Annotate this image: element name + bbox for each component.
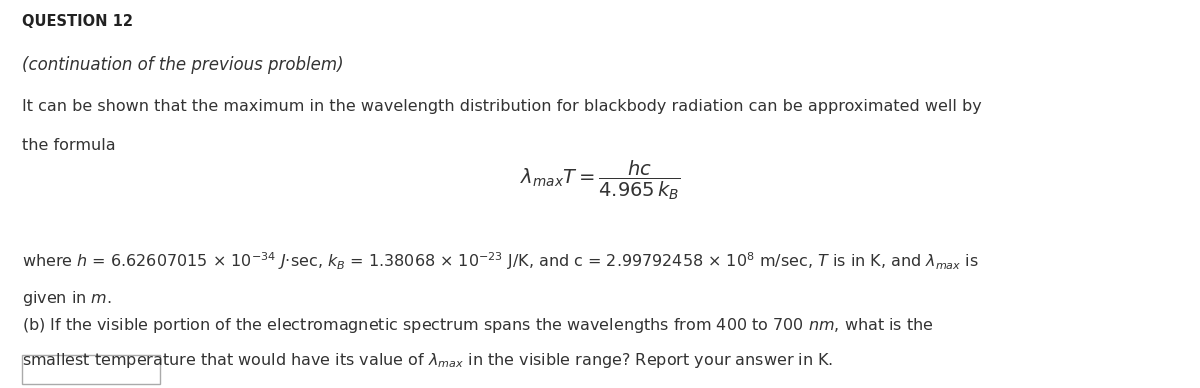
Text: smallest temperature that would have its value of $\lambda_{max}$ in the visible: smallest temperature that would have its…	[22, 351, 833, 370]
Text: (b) If the visible portion of the electromagnetic spectrum spans the wavelengths: (b) If the visible portion of the electr…	[22, 316, 934, 335]
Text: where $h$ = 6.62607015 × 10$^{-34}$ $J$$\cdot$sec, $k_B$ = 1.38068 × 10$^{-23}$ : where $h$ = 6.62607015 × 10$^{-34}$ $J$$…	[22, 250, 978, 272]
Text: given in $m$.: given in $m$.	[22, 289, 112, 308]
Text: QUESTION 12: QUESTION 12	[22, 14, 132, 29]
Text: (continuation of the previous problem): (continuation of the previous problem)	[22, 56, 343, 74]
FancyBboxPatch shape	[22, 355, 160, 384]
Text: the formula: the formula	[22, 138, 115, 153]
Text: $\lambda_{max}T = \dfrac{hc}{4.965\,k_B}$: $\lambda_{max}T = \dfrac{hc}{4.965\,k_B}…	[520, 159, 680, 202]
Text: It can be shown that the maximum in the wavelength distribution for blackbody ra: It can be shown that the maximum in the …	[22, 99, 982, 114]
